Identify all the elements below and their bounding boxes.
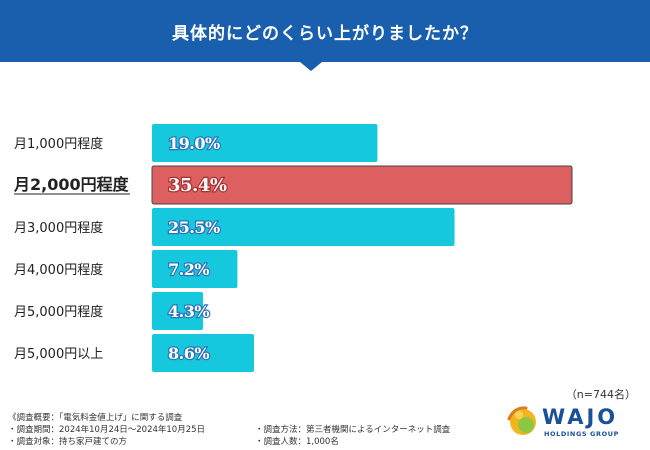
category-label: 月2,000円程度: [13, 175, 130, 194]
survey-notes-right: ・調査方法：第三者機関によるインターネット調査 ・調査人数：1,000名: [255, 424, 450, 448]
value-label: 19.0%: [168, 134, 220, 153]
chart-title: 具体的にどのくらい上がりましたか？: [172, 23, 478, 44]
value-label: 25.5%: [168, 218, 220, 237]
category-label: 月5,000円以上: [14, 347, 103, 362]
value-label: 35.4%: [168, 175, 227, 196]
logo-subtitle: HOLDINGS GROUP: [544, 430, 619, 438]
category-label: 月5,000円程度: [14, 304, 103, 320]
wajo-logo: WAJO HOLDINGS GROUP: [505, 402, 635, 442]
bar: [152, 250, 238, 288]
title-pointer: [300, 62, 322, 71]
survey-note: ・調査人数：1,000名: [255, 437, 339, 447]
survey-note: ・調査方法：第三者機関によるインターネット調査: [255, 425, 451, 435]
chart-title-banner: 具体的にどのくらい上がりましたか？: [0, 0, 650, 62]
value-label: 4.3%: [168, 302, 209, 321]
category-label: 月3,000円程度: [14, 220, 103, 236]
bar: [152, 124, 378, 162]
bar-chart: 月1,000円程度 19.0% 月2,000円程度 35.4% 月3,000円程度 25.…: [13, 124, 573, 372]
survey-note: 《調査概要：「電気料金値上げ」に関する調査: [8, 413, 183, 423]
sample-size: （n=744名）: [565, 388, 636, 401]
survey-note: ・調査期間：2024年10月24日〜2024年10月25日: [8, 425, 206, 435]
bar: [152, 334, 255, 372]
survey-notes-left: 《調査概要：「電気料金値上げ」に関する調査 ・調査期間：2024年10月24日〜…: [8, 412, 205, 448]
bar: [152, 208, 455, 246]
logo-mark-icon: [507, 406, 536, 435]
bar: [152, 292, 204, 330]
category-label: 月1,000円程度: [14, 136, 103, 152]
value-label: 8.6%: [168, 344, 209, 363]
survey-note: ・調査対象：持ち家戸建ての方: [8, 437, 128, 447]
bar: [151, 165, 573, 205]
category-label: 月4,000円程度: [14, 262, 103, 278]
logo-name: WAJO: [542, 405, 619, 429]
value-label: 7.2%: [168, 260, 209, 279]
